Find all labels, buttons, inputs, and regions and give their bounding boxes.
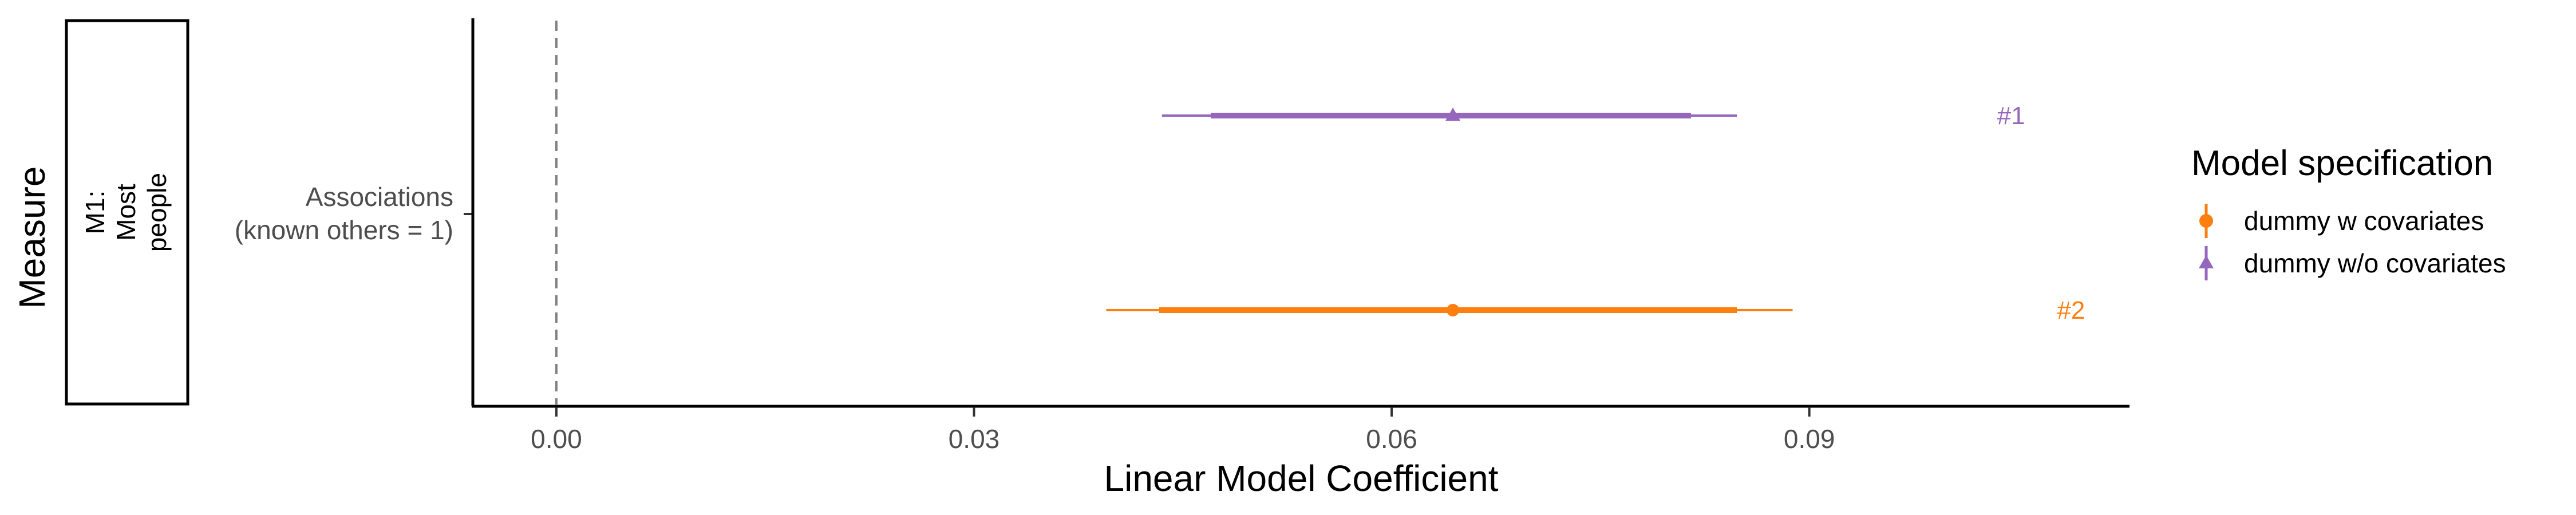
y-category-label-line1: Associations xyxy=(306,182,453,212)
legend-label: dummy w/o covariates xyxy=(2244,248,2506,278)
x-tick-label: 0.06 xyxy=(1366,424,1417,454)
legend-title: Model specification xyxy=(2191,144,2493,183)
point-estimate-triangle xyxy=(1445,108,1461,121)
point-estimate-circle xyxy=(1447,304,1460,316)
y-axis-title: Measure xyxy=(11,167,53,309)
x-tick-label: 0.03 xyxy=(949,424,1000,454)
facet-strip xyxy=(65,19,189,406)
facet-label: M1: Most people xyxy=(80,173,172,252)
legend-items: dummy w covariates dummy w/o covariates xyxy=(2199,204,2506,280)
facet-label-line2: Most xyxy=(111,184,141,241)
x-tick-label: 0.09 xyxy=(1784,424,1835,454)
legend-key-triangle xyxy=(2199,255,2214,268)
legend-label: dummy w covariates xyxy=(2244,206,2484,236)
legend-key-circle xyxy=(2199,214,2213,228)
y-category-label-line2: (known others = 1) xyxy=(235,215,453,245)
rank-label: #2 xyxy=(2057,296,2085,324)
facet-label-line3: people xyxy=(142,173,172,252)
rank-label: #1 xyxy=(1997,102,2025,130)
series-layer: #1 #2 xyxy=(1106,102,2085,324)
x-tick-label: 0.00 xyxy=(531,424,582,454)
x-axis-title: Linear Model Coefficient xyxy=(1104,458,1499,499)
x-axis-ticks: 0.00 0.03 0.06 0.09 xyxy=(531,407,1835,454)
facet-label-line1: M1: xyxy=(80,191,110,235)
